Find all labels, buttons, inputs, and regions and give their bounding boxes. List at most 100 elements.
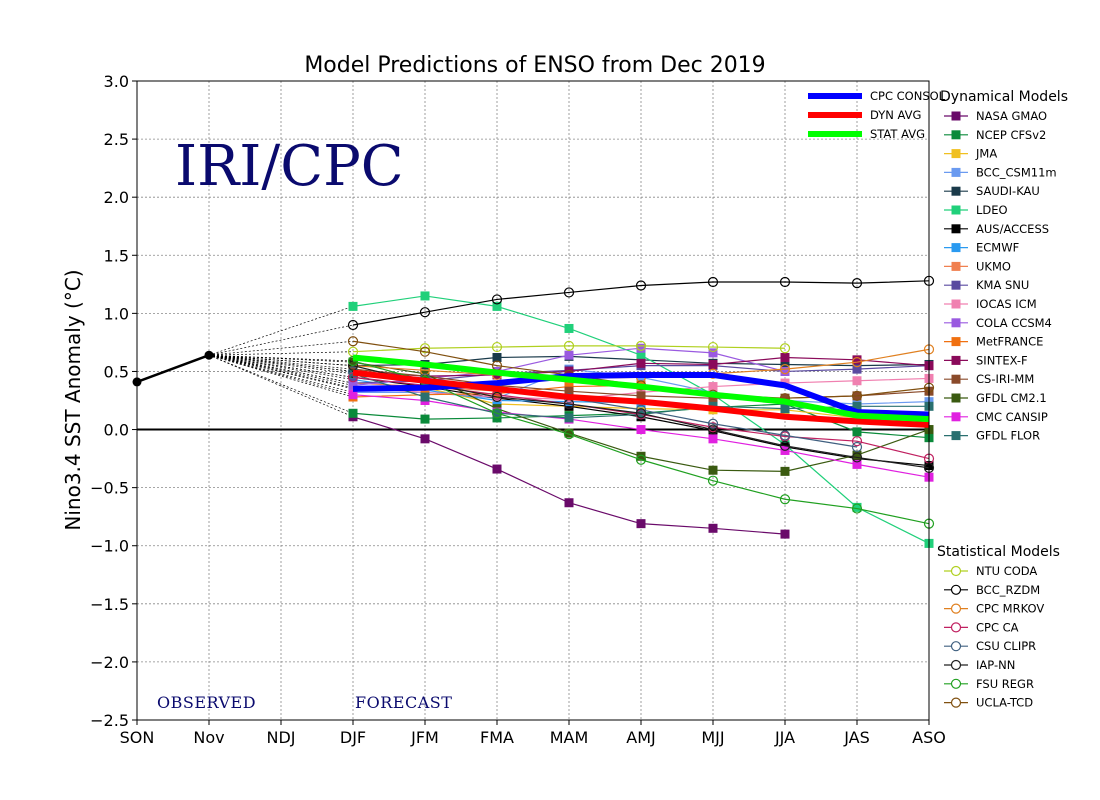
connector-line: [208, 354, 354, 378]
legend-label-ntu-coda: NTU CODA: [976, 564, 1037, 578]
legend-label-fsu-regr: FSU REGR: [976, 677, 1034, 691]
x-tick-label: Nov: [193, 728, 224, 747]
data-point: [851, 357, 863, 368]
legend-marker: [950, 565, 962, 577]
series-line: [352, 345, 786, 353]
data-point: [348, 357, 358, 367]
data-point: [564, 498, 574, 508]
legend-marker: [951, 412, 961, 422]
series-line: [352, 387, 858, 419]
legend-marker: [951, 374, 961, 384]
legend-label-gfdl-cm2-1: GFDL CM2.1: [976, 391, 1047, 405]
connector-line: [208, 354, 354, 393]
legend-heading-statistical: Statistical Models: [937, 544, 1060, 560]
data-point: [420, 392, 430, 402]
legend-label-ucla-tcd: UCLA-TCD: [976, 696, 1033, 710]
connector-line: [208, 354, 354, 384]
legend-label-csu-clipr: CSU CLIPR: [976, 639, 1036, 653]
data-point: [348, 301, 358, 311]
legend-label-ecmwf: ECMWF: [976, 241, 1019, 255]
data-point: [707, 424, 719, 435]
data-point: [636, 391, 646, 401]
x-tick-label: MAM: [550, 728, 589, 747]
data-point: [492, 353, 502, 363]
data-point: [420, 291, 430, 301]
observed-line: [136, 354, 210, 384]
data-point: [851, 436, 863, 447]
models-legend: Dynamical Models NASA GMAO NCEP CFSv2 JMA BC…: [937, 89, 1068, 710]
legend-marker: [951, 111, 961, 121]
legend-label-ncep-cfsv2: NCEP CFSv2: [976, 128, 1046, 142]
connector-line: [208, 354, 354, 380]
data-point: [636, 519, 646, 529]
data-point: [708, 348, 718, 358]
data-point: [708, 393, 718, 403]
x-tick-label: AMJ: [626, 728, 655, 747]
y-axis-label: Nino3.4 SST Anomaly (°C): [61, 269, 85, 530]
connector-line: [208, 340, 354, 356]
connector-line: [208, 354, 354, 386]
forecast-label: FORECAST: [355, 693, 452, 712]
data-point: [563, 340, 575, 351]
data-point: [851, 441, 863, 453]
dynamical-series-nasa-gmao: [208, 354, 790, 539]
legend-label-stat-avg: STAT AVG: [870, 127, 925, 141]
data-point: [851, 503, 863, 514]
data-point: [780, 466, 790, 476]
data-point: [636, 350, 646, 360]
connector-line: [208, 354, 354, 366]
legend-label-cmc-cansip: CMC CANSIP: [976, 410, 1048, 424]
legend-marker: [951, 167, 961, 177]
y-tick-label: 1.5: [104, 246, 129, 265]
data-point: [852, 376, 862, 386]
legend-marker: [951, 186, 961, 196]
x-axis: SON Nov NDJ DJF JFM FMA MAM AMJ MJJ JJA JAS ASO: [120, 720, 946, 747]
legend-label-metfrance: MetFRANCE: [976, 335, 1043, 349]
data-point: [492, 464, 502, 474]
y-tick-label: −1.0: [90, 537, 129, 556]
series-line: [352, 280, 930, 326]
data-point: [347, 336, 359, 347]
series-line: [352, 360, 930, 525]
data-point: [564, 428, 574, 438]
legend-label-cpc-consol: CPC CONSOL: [870, 89, 946, 103]
data-point: [347, 319, 359, 331]
legend-marker: [951, 337, 961, 347]
data-point: [707, 475, 719, 486]
legend-marker: [950, 659, 962, 671]
data-point: [635, 340, 647, 351]
data-point: [635, 280, 647, 291]
legend-label-cs-iri-mm: CS-IRI-MM: [976, 372, 1034, 386]
legend-marker: [951, 318, 961, 328]
connector-line: [208, 354, 354, 375]
data-point: [492, 301, 502, 311]
plot-frame: [136, 80, 930, 721]
connector-line: [208, 354, 354, 414]
legend-marker: [951, 261, 961, 271]
connector-line: [208, 351, 354, 356]
data-point: [636, 343, 646, 353]
legend-marker: [950, 641, 962, 652]
data-point: [851, 278, 863, 289]
legend-label-ldeo: LDEO: [976, 203, 1008, 217]
y-tick-label: −1.5: [90, 595, 129, 614]
data-point: [852, 502, 862, 512]
connector-line: [208, 354, 354, 389]
data-point: [635, 404, 647, 415]
data-point: [564, 386, 574, 396]
data-point: [348, 380, 358, 390]
observed-label: OBSERVED: [157, 693, 256, 712]
chart-title: Model Predictions of ENSO from Dec 2019: [304, 53, 765, 78]
legend-label-cpc-ca: CPC CA: [976, 620, 1019, 634]
consensus-line-stat-avg: [352, 354, 930, 423]
legend-label-jma: JMA: [975, 147, 997, 161]
plot-area: IRI/CPC OBSERVED FORECAST: [132, 80, 935, 721]
legend-label-aus-access: AUS/ACCESS: [976, 222, 1049, 236]
data-point: [779, 343, 791, 354]
model-series: [208, 275, 935, 548]
y-tick-label: 0.0: [104, 421, 129, 440]
data-point: [780, 404, 790, 414]
x-tick-label: JFM: [410, 728, 439, 747]
data-point: [492, 389, 502, 399]
data-point: [779, 430, 791, 441]
